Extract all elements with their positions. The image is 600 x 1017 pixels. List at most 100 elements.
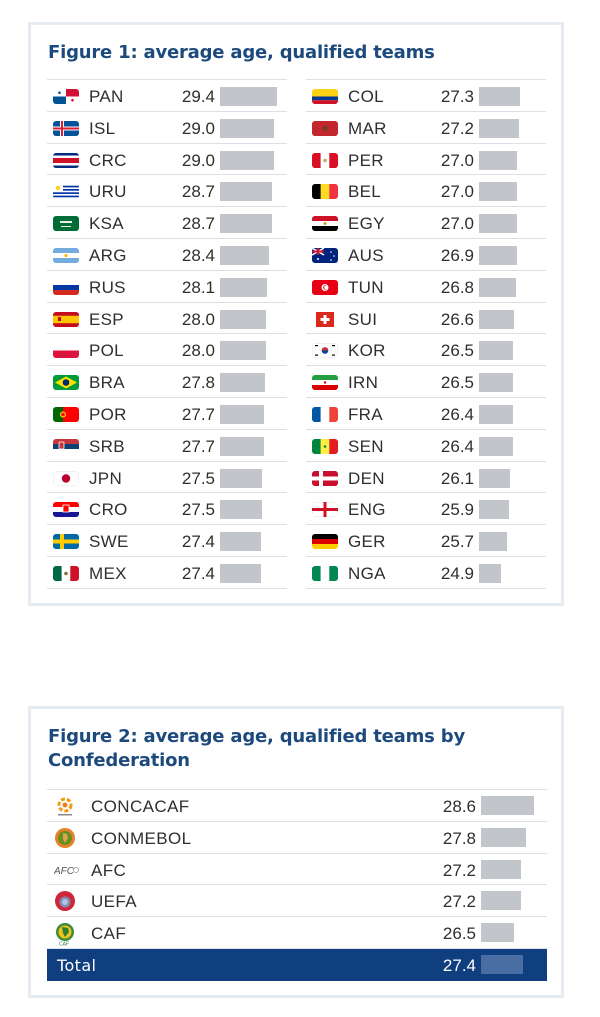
age-bar (479, 500, 509, 520)
age-bar (220, 563, 261, 583)
team-code: IRN (348, 373, 379, 393)
team-row: JPN 27.5 (47, 462, 287, 494)
age-bar (479, 87, 520, 106)
team-row: URU 28.7 (47, 175, 287, 208)
figure-1-card: Figure 1: average age, qualified teams P… (28, 22, 564, 606)
team-average-age: 29.0 (181, 150, 215, 170)
costa-rica-flag-icon (53, 152, 79, 168)
team-row: POR 27.7 (47, 398, 287, 430)
team-row: BRA 27.8 (47, 366, 287, 398)
team-row: KSA 28.7 (47, 207, 287, 239)
france-flag-icon (312, 406, 338, 422)
svg-text:CAF: CAF (59, 942, 69, 947)
team-average-age: 27.0 (440, 182, 474, 202)
team-row: POL 28.0 (47, 334, 287, 367)
poland-flag-icon (53, 343, 79, 359)
sweden-flag-icon (53, 534, 79, 550)
team-average-age: 27.0 (440, 150, 474, 170)
team-average-age: 27.5 (181, 500, 215, 520)
conmebol-logo-icon (54, 827, 76, 849)
age-bar (220, 87, 277, 106)
team-code: BEL (348, 182, 382, 202)
age-bar (481, 827, 526, 847)
team-code: ENG (348, 500, 386, 520)
total-age-bar (481, 954, 523, 974)
brazil-flag-icon (53, 375, 79, 391)
morocco-flag-icon (312, 120, 338, 136)
nigeria-flag-icon (312, 565, 338, 581)
senegal-flag-icon (312, 438, 338, 454)
team-code: SWE (89, 532, 129, 552)
team-code: RUS (89, 277, 126, 297)
south-korea-flag-icon (312, 343, 338, 359)
team-code: TUN (348, 277, 384, 297)
mexico-flag-icon (53, 565, 79, 581)
age-bar (479, 404, 513, 424)
age-bar (479, 341, 513, 361)
team-average-age: 27.0 (440, 214, 474, 234)
team-row: RUS 28.1 (47, 271, 287, 303)
age-bar (481, 923, 514, 943)
team-code: PAN (89, 87, 124, 106)
team-average-age: 28.1 (181, 277, 215, 297)
age-bar (479, 468, 510, 488)
team-code: EGY (348, 214, 385, 234)
confederation-list: CONCACAF 28.6 CONMEBOL 27.8 AFC AFC 27.2 UEFA 27… (47, 789, 547, 981)
total-average-age: 27.4 (442, 955, 476, 975)
saudi-arabia-flag-icon (53, 216, 79, 232)
team-code: ARG (89, 245, 127, 265)
team-row: ARG 28.4 (47, 239, 287, 271)
team-average-age: 25.7 (440, 532, 474, 552)
uruguay-flag-icon (53, 184, 79, 200)
total-label: Total (57, 955, 97, 975)
serbia-flag-icon (53, 438, 79, 454)
denmark-flag-icon (312, 470, 338, 486)
figure-2-card: Figure 2: average age, qualified teams b… (28, 706, 564, 998)
team-row: EGY 27.0 (306, 207, 546, 239)
age-bar (479, 182, 517, 202)
confederation-average-age: 28.6 (442, 797, 476, 816)
team-code: SUI (348, 309, 378, 329)
team-row: MAR 27.2 (306, 112, 546, 144)
team-average-age: 29.0 (181, 118, 215, 138)
caf-logo-icon: CAF (54, 922, 76, 948)
confederation-name: UEFA (91, 892, 138, 912)
team-average-age: 27.4 (181, 532, 215, 552)
team-row: IRN 26.5 (306, 366, 546, 398)
confederation-average-age: 27.2 (442, 892, 476, 912)
age-bar (220, 500, 262, 520)
team-code: URU (89, 182, 127, 202)
team-average-age: 26.1 (440, 468, 474, 488)
age-bar (220, 373, 265, 393)
team-row: KOR 26.5 (306, 334, 546, 367)
confederation-name: AFC (91, 860, 127, 880)
team-code: GER (348, 532, 386, 552)
team-row: ESP 28.0 (47, 303, 287, 335)
age-bar (220, 532, 261, 552)
team-average-age: 28.4 (181, 245, 215, 265)
peru-flag-icon (312, 152, 338, 168)
age-bar (479, 373, 513, 393)
japan-flag-icon (53, 470, 79, 486)
team-row: ENG 25.9 (306, 493, 546, 526)
age-bar (220, 245, 269, 265)
team-code: KSA (89, 214, 124, 234)
age-bar (479, 309, 514, 329)
team-row: PAN 29.4 (47, 80, 287, 112)
age-bar (220, 182, 272, 202)
team-average-age: 27.7 (181, 404, 215, 424)
age-bar (220, 118, 274, 138)
team-row: COL 27.3 (306, 80, 546, 112)
team-average-age: 27.8 (181, 373, 215, 393)
team-row: TUN 26.8 (306, 271, 546, 303)
team-row: FRA 26.4 (306, 398, 546, 430)
team-code: NGA (348, 563, 386, 583)
team-code: BRA (89, 373, 125, 393)
team-average-age: 26.6 (440, 309, 474, 329)
team-row: SRB 27.7 (47, 430, 287, 462)
confederation-row: UEFA 27.2 (47, 885, 547, 918)
team-average-age: 26.4 (440, 436, 474, 456)
figure-1-title: Figure 1: average age, qualified teams (48, 42, 435, 63)
russia-flag-icon (53, 279, 79, 295)
team-row: CRC 29.0 (47, 144, 287, 176)
